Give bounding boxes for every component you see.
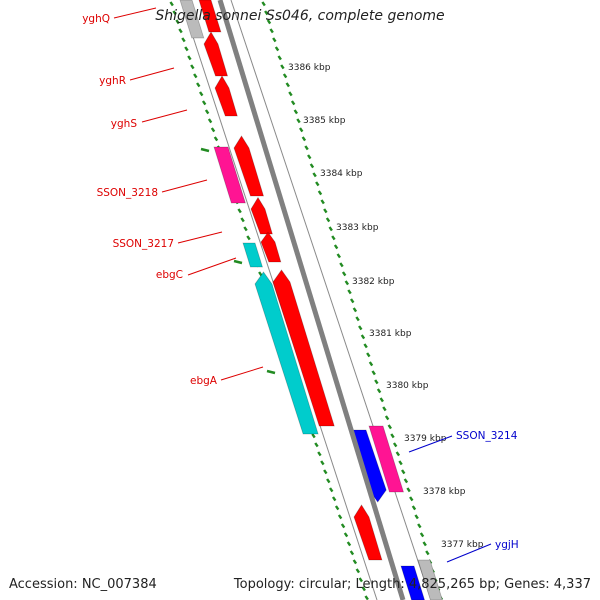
label-leader-line — [113, 7, 157, 19]
gene-labels[interactable]: yghQ yghR yghS SSON_3218 SSON_3217 ebgC ebgA SS… — [82, 7, 519, 563]
gene-ygjH-fwd[interactable] — [353, 504, 383, 561]
gene-SSON_3217[interactable] — [250, 196, 273, 235]
scale-label: 3385 kbp — [303, 116, 346, 126]
gene-ygjH[interactable] — [400, 565, 425, 600]
gene-label-ygjH[interactable]: ygjH — [495, 539, 519, 551]
scale-label: 3380 kbp — [386, 381, 429, 391]
gene-ebgC-fwd[interactable] — [260, 231, 282, 263]
scale-label: 3384 kbp — [320, 169, 363, 179]
gene-grey-top[interactable] — [179, 0, 205, 39]
scale-label: 3381 kbp — [369, 329, 412, 339]
scale-label: 3378 kbp — [423, 487, 466, 497]
gene-label-ebgA[interactable]: ebgA — [190, 375, 218, 387]
label-leader-line — [129, 67, 175, 81]
label-leader-line — [141, 109, 188, 123]
gene-label-yghS[interactable]: yghS — [111, 118, 138, 130]
gene-yghR[interactable] — [203, 31, 229, 77]
gene-magenta-SSON_3218[interactable] — [213, 146, 246, 204]
genome-summary-text: Topology: circular; Length: 4,825,265 bp… — [233, 577, 591, 592]
gene-ebgA-cyan[interactable] — [254, 271, 319, 435]
label-leader-line — [408, 435, 453, 453]
scale-label: 3377 kbp — [441, 540, 484, 550]
gene-ebgC[interactable] — [242, 242, 263, 268]
accession-text: Accession: NC_007384 — [9, 577, 157, 592]
map-title: Shigella sonnei Ss046, complete genome — [155, 8, 445, 24]
scale-label: 3386 kbp — [288, 63, 331, 73]
gene-label-SSON_3217[interactable]: SSON_3217 — [113, 238, 174, 250]
label-leader-line — [446, 543, 492, 563]
gene-label-SSON_3214[interactable]: SSON_3214 — [456, 430, 518, 442]
gene-label-ebgC[interactable]: ebgC — [156, 269, 183, 281]
major-tick — [266, 369, 276, 375]
gene-yghS[interactable] — [214, 75, 238, 117]
major-tick — [233, 259, 243, 265]
label-leader-line — [187, 257, 237, 276]
gene-ebgA[interactable] — [272, 269, 335, 427]
scale-label: 3383 kbp — [336, 223, 379, 233]
gene-grey-bottom[interactable] — [417, 559, 443, 600]
label-leader-line — [220, 366, 264, 381]
scale-label: 3382 kbp — [352, 277, 395, 287]
gene-features — [179, 0, 443, 600]
label-leader-line — [177, 231, 223, 244]
gene-label-yghQ[interactable]: yghQ — [82, 13, 110, 25]
gene-SSON_3214[interactable] — [368, 425, 405, 493]
major-tick — [200, 147, 210, 153]
scale-labels: 3386 kbp 3385 kbp 3384 kbp 3383 kbp 3382 kbp… — [288, 63, 484, 550]
inner-boundary-line — [230, 0, 432, 600]
label-leader-line — [161, 179, 208, 193]
gene-label-yghR[interactable]: yghR — [99, 75, 126, 87]
gene-yghQ[interactable] — [198, 0, 222, 33]
scale-label: 3379 kbp — [404, 434, 447, 444]
gene-SSON_3218[interactable] — [233, 135, 265, 197]
genome-backbone — [217, 0, 406, 600]
gene-label-SSON_3218[interactable]: SSON_3218 — [97, 187, 158, 199]
